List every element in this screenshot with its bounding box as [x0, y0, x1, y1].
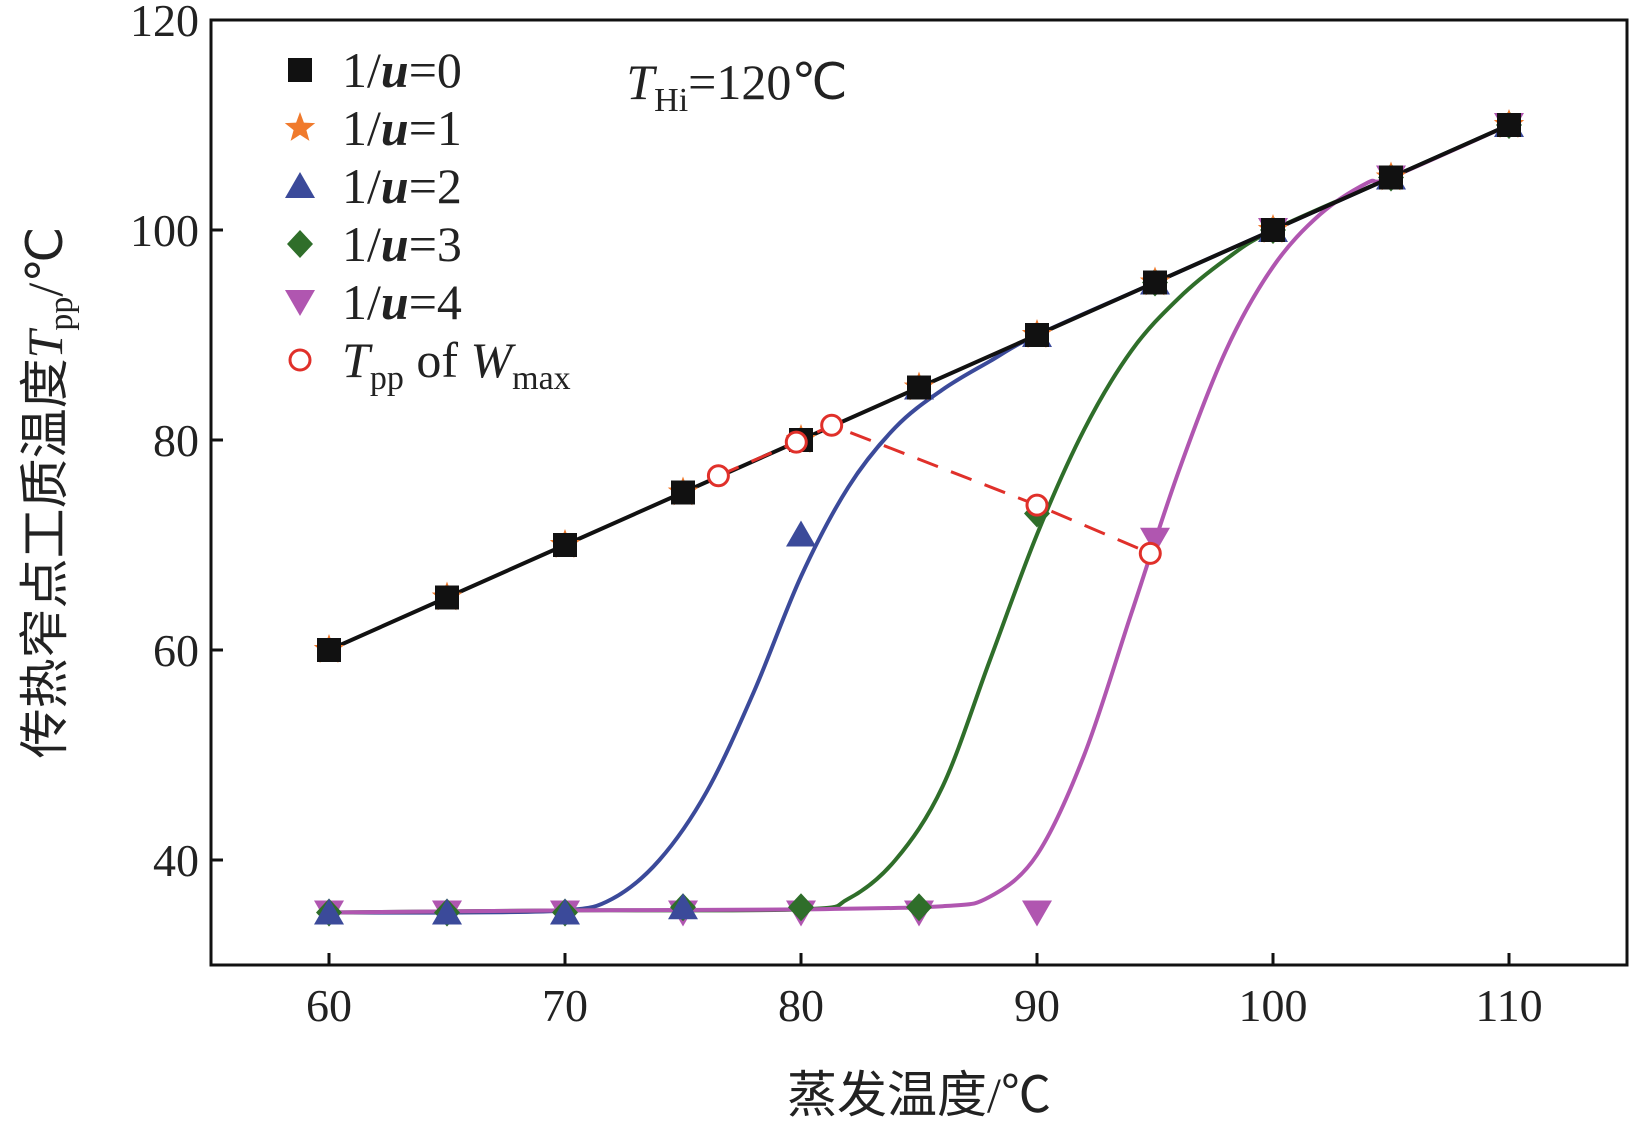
y-axis-label-subscript: pp: [43, 297, 80, 331]
legend-entry: Tpp of Wmax: [342, 332, 571, 397]
data-markers: [313, 109, 1525, 927]
marker-square: [1379, 165, 1403, 190]
legend-marker-star: [284, 112, 316, 141]
annotation-value: =120℃: [688, 54, 847, 110]
x-axis-label: 蒸发温度/℃: [787, 1067, 1051, 1123]
legend-entry: 1/u=1: [342, 100, 462, 156]
fit-curve: [328, 123, 1510, 915]
legend-text: 1/: [342, 216, 381, 272]
marker-circle-open: [1025, 493, 1049, 517]
y-tick-label: 40: [153, 835, 199, 886]
marker-triangle-up: [550, 898, 580, 925]
plot-frame: [209, 18, 1629, 967]
legend-marker-triangle-down: [285, 290, 315, 316]
marker-square: [1497, 113, 1521, 137]
marker-circle-open: [820, 413, 844, 437]
legend-value: =2: [409, 158, 462, 214]
y-tick-label: 80: [153, 415, 199, 466]
legend-text: of: [404, 332, 471, 388]
marker-square: [435, 585, 459, 610]
legend-text: 1/: [342, 274, 381, 330]
legend-marker-triangle-up: [285, 172, 315, 198]
marker-triangle-up: [314, 898, 344, 925]
legend-symbol: u: [381, 216, 409, 272]
legend-symbol: u: [381, 42, 409, 98]
x-tick-label: 80: [778, 980, 824, 1031]
legend-symbol: u: [381, 274, 409, 330]
legend-subscript-2: max: [512, 360, 571, 397]
legend-value: =3: [409, 216, 462, 272]
legend-marker-circle-open: [288, 348, 312, 372]
fit-curve: [328, 123, 1510, 915]
series-line-wmax: [717, 423, 1151, 555]
x-tick-label: 100: [1239, 980, 1308, 1031]
legend-subscript: pp: [370, 360, 404, 397]
marker-square: [907, 375, 931, 400]
y-axis-label-unit: /℃: [17, 227, 73, 297]
legend-symbol-2: W: [470, 332, 516, 388]
marker-triangle-up: [668, 893, 698, 920]
legend-text: 1/: [342, 158, 381, 214]
y-axis-label: 传热窄点工质温度Tpp/℃: [17, 227, 80, 759]
x-axis: 60 70 80 90 100 110: [306, 953, 1543, 1031]
y-axis-label-symbol: T: [17, 327, 73, 358]
annotation-symbol: T: [626, 54, 657, 110]
marker-triangle-down: [1022, 900, 1052, 927]
marker-square: [671, 480, 695, 505]
y-axis-label-text: 传热窄点工质温度: [17, 358, 73, 758]
marker-square: [317, 638, 341, 662]
legend-symbol: T: [342, 332, 373, 388]
marker-triangle-up: [432, 898, 462, 925]
legend-marker-diamond: [287, 230, 313, 258]
legend-entry: 1/u=3: [342, 216, 462, 272]
marker-square: [1261, 218, 1285, 242]
x-tick-label: 110: [1475, 980, 1542, 1031]
legend-symbol: u: [381, 158, 409, 214]
legend-value: =0: [409, 42, 462, 98]
legend-entry: 1/u=2: [342, 158, 462, 214]
marker-triangle-down: [1140, 527, 1170, 554]
marker-circle-open: [784, 430, 808, 454]
y-axis: 40 60 80 100 120: [130, 0, 223, 886]
marker-triangle-up: [786, 520, 816, 547]
marker-square: [1025, 323, 1049, 347]
fit-curve: [328, 123, 1510, 915]
y-tick-label: 100: [130, 205, 199, 256]
x-tick-label: 70: [542, 980, 588, 1031]
marker-diamond: [788, 893, 814, 922]
legend-entry: 1/u=4: [342, 274, 462, 330]
legend-text: 1/: [342, 42, 381, 98]
legend-entry: 1/u=0: [342, 42, 462, 98]
x-tick-label: 90: [1014, 980, 1060, 1031]
marker-circle-open: [1138, 541, 1162, 565]
marker-circle-open: [706, 464, 730, 488]
legend-symbol: u: [381, 100, 409, 156]
annotation-inlet-temperature: THi=120℃: [626, 54, 847, 119]
y-tick-label: 60: [153, 625, 199, 676]
legend-text: 1/: [342, 100, 381, 156]
legend-value: =1: [409, 100, 462, 156]
y-tick-label: 120: [130, 0, 199, 46]
legend-value: =4: [409, 274, 462, 330]
legend-marker-square: [288, 58, 312, 82]
fit-curves: [328, 123, 1510, 915]
x-tick-label: 60: [306, 980, 352, 1031]
marker-square: [553, 533, 577, 557]
marker-diamond: [906, 893, 932, 922]
marker-square: [1143, 270, 1167, 295]
annotation-subscript: Hi: [654, 82, 688, 119]
